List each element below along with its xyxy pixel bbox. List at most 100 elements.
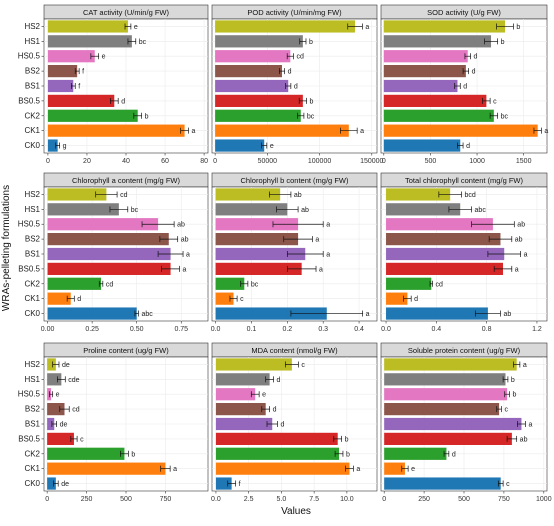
x-axis-title: Values [281, 506, 311, 517]
significance-label: e [56, 392, 60, 399]
x-tick-label: 5.0 [277, 496, 287, 503]
y-tick-label: HS1 [24, 37, 40, 46]
x-tick-label: 10.0 [340, 496, 354, 503]
bar-CK2 [47, 447, 125, 460]
bar-CK2 [383, 109, 494, 122]
y-tick-label: BS1 [25, 82, 41, 91]
panel-title: Chlorophyll b content (mg/g FW) [241, 176, 349, 185]
panel-title: POD activity (U/min/mg FW) [247, 8, 342, 17]
bar-CK1 [215, 292, 234, 305]
y-tick-label: HS1 [24, 205, 40, 214]
bar-CK1 [215, 124, 349, 137]
bar-BS1 [386, 247, 505, 261]
y-tick-label: BS0.5 [18, 264, 40, 273]
bar-BS2 [384, 403, 500, 416]
significance-label: b [512, 392, 516, 399]
bar-HS1 [384, 373, 506, 386]
significance-label: a [523, 362, 527, 369]
bar-HS2 [383, 20, 506, 33]
bar-BS1 [47, 417, 55, 431]
bar-CK0 [384, 477, 501, 490]
bar-HS0.5 [47, 218, 159, 231]
significance-label: b [501, 39, 505, 46]
x-tick-label: 0.0 [211, 496, 221, 503]
x-tick-label: 0 [46, 158, 50, 165]
significance-label: d [472, 69, 476, 76]
significance-label: ab [517, 222, 525, 229]
bar-BS0.5 [215, 94, 303, 107]
significance-label: a [326, 252, 330, 259]
significance-label: a [173, 466, 177, 473]
bar-HS2 [215, 20, 356, 33]
x-tick-label: 0.4 [354, 326, 364, 333]
x-tick-label: 50000 [258, 158, 278, 165]
bar-BS0.5 [383, 94, 487, 107]
x-tick-label: 0.2 [282, 326, 292, 333]
bar-BS1 [215, 247, 306, 261]
significance-label: e [102, 54, 106, 61]
bar-BS0.5 [215, 262, 302, 275]
significance-label: c [80, 436, 84, 443]
significance-label: a [315, 237, 319, 244]
significance-label: cd [296, 54, 304, 61]
significance-label: d [466, 143, 470, 150]
significance-label: a [515, 266, 519, 273]
x-tick-label: 0.8 [482, 326, 492, 333]
y-tick-label: BS0.5 [18, 434, 40, 443]
bar-HS1 [215, 35, 303, 48]
y-tick-label: CK0 [24, 309, 40, 318]
bar-HS1 [47, 203, 119, 216]
significance-label: d [280, 422, 284, 429]
x-tick-label: 0.0 [381, 326, 391, 333]
y-tick-label: CK0 [24, 141, 40, 150]
bar-CK2 [215, 447, 340, 460]
significance-label: ab [301, 207, 309, 214]
significance-label: a [182, 266, 186, 273]
bar-CK2 [47, 109, 138, 122]
significance-label: cd [436, 281, 444, 288]
significance-label: e [134, 24, 138, 31]
significance-label: c [505, 407, 509, 414]
significance-label: c [506, 481, 510, 488]
significance-label: b [516, 24, 520, 31]
bar-CK2 [47, 277, 102, 290]
y-tick-label: CK2 [24, 279, 40, 288]
x-tick-label: 250 [81, 496, 93, 503]
bar-BS1 [47, 79, 74, 93]
bar-BS2 [383, 65, 466, 78]
bar-BS1 [383, 79, 458, 93]
significance-label: bc [307, 113, 315, 120]
bar-BS1 [215, 79, 289, 93]
significance-label: d [77, 296, 81, 303]
x-tick-label: 0.50 [130, 326, 144, 333]
significance-label: b [511, 377, 515, 384]
bar-BS2 [215, 65, 282, 78]
bar-CK0 [47, 307, 137, 320]
x-tick-label: 80 [200, 158, 208, 165]
x-tick-label: 0.25 [85, 326, 99, 333]
x-tick-label: 0.0 [211, 326, 221, 333]
y-axis-title: WRAs-pelleting formulations [1, 185, 12, 311]
significance-label: c [493, 98, 497, 105]
bar-BS2 [47, 403, 65, 416]
x-tick-label: 2.5 [244, 496, 254, 503]
significance-label: b [145, 113, 149, 120]
significance-label: f [82, 69, 84, 76]
significance-label: bc [131, 207, 139, 214]
x-tick-label: 0 [213, 158, 217, 165]
significance-label: d [121, 98, 125, 105]
panel-title: SOD activity (U/g FW) [427, 8, 501, 17]
significance-label: ab [515, 237, 523, 244]
y-tick-label: BS0.5 [18, 96, 40, 105]
bar-HS1 [47, 373, 62, 386]
significance-label: f [239, 481, 241, 488]
bar-HS0.5 [383, 50, 468, 63]
y-tick-label: CK1 [24, 294, 40, 303]
significance-label: ab [503, 311, 511, 318]
significance-label: a [544, 128, 548, 135]
bar-BS2 [386, 233, 501, 246]
significance-label: a [366, 311, 370, 318]
panel-title: Soluble protein content (ug/g FW) [408, 346, 521, 355]
